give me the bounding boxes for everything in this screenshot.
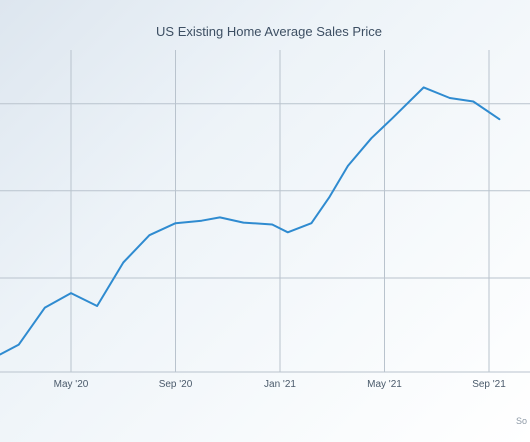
- source-label: So: [516, 416, 527, 426]
- data-point: [347, 165, 349, 167]
- data-point: [449, 97, 451, 99]
- data-point: [174, 222, 177, 224]
- data-point: [472, 100, 475, 103]
- data-point: [200, 219, 203, 222]
- chart-title: US Existing Home Average Sales Price: [156, 24, 382, 39]
- data-point: [44, 306, 46, 309]
- data-point: [271, 223, 274, 226]
- data-point: [498, 118, 501, 120]
- x-tick-label: May '20: [54, 379, 89, 390]
- data-point: [287, 231, 289, 234]
- data-point: [18, 343, 20, 346]
- data-point: [219, 216, 221, 219]
- data-point: [242, 221, 245, 224]
- data-point: [391, 117, 394, 120]
- data-point: [70, 292, 72, 294]
- gridlines: [0, 50, 530, 373]
- series-layer: [0, 86, 501, 356]
- data-point: [0, 353, 2, 356]
- data-point: [310, 222, 313, 224]
- data-point: [96, 305, 98, 307]
- series-line: [0, 86, 501, 356]
- x-axis-ticks: May '20 Sep '20 Jan '21 May '21 Sep '21: [54, 379, 507, 390]
- data-point: [148, 234, 151, 236]
- data-point: [370, 137, 373, 139]
- x-tick-label: May '21: [367, 379, 402, 390]
- data-point: [122, 261, 125, 264]
- data-point: [328, 196, 331, 198]
- x-tick-label: Sep '21: [472, 379, 506, 390]
- data-point: [422, 86, 425, 89]
- x-tick-label: Sep '20: [159, 379, 193, 390]
- x-tick-label: Jan '21: [264, 379, 296, 390]
